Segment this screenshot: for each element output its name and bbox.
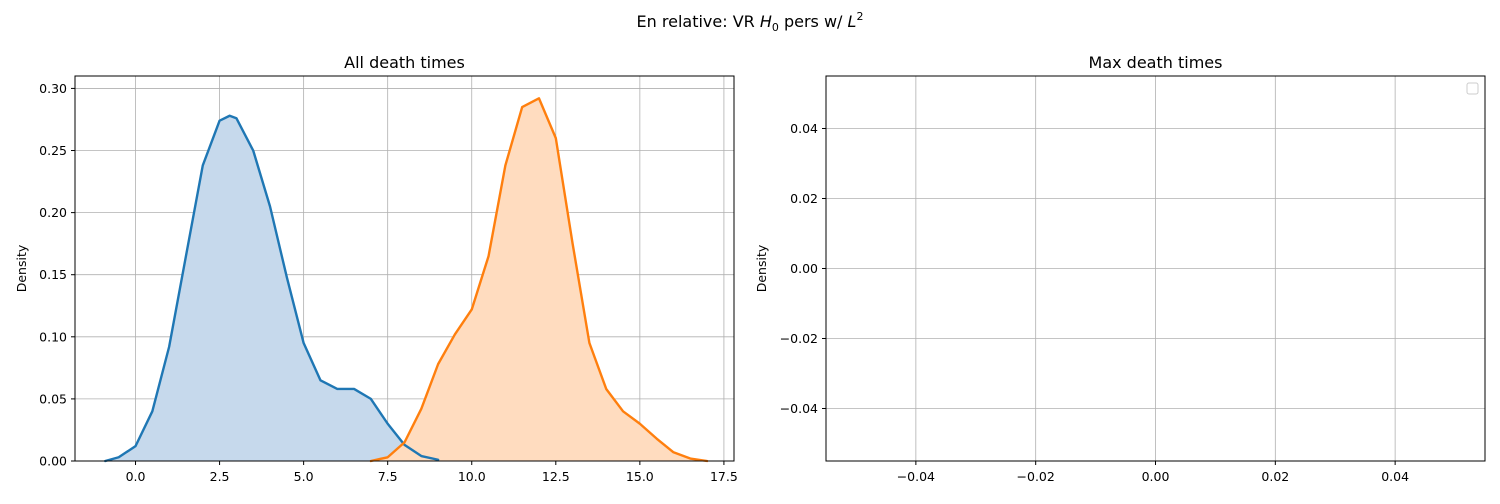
panel0-xtick-label-5-0: 5.0 <box>294 469 314 484</box>
panel0-title: All death times <box>344 53 465 72</box>
panel0-xtick-label-15-0: 15.0 <box>626 469 654 484</box>
panel0-xtick-label-12-5: 12.5 <box>542 469 570 484</box>
panel0-axes-frame <box>74 75 735 462</box>
panel1-xtick-label-0-04: 0.04 <box>1381 469 1409 484</box>
panel1-xtick-label-0-04: −0.04 <box>897 469 935 484</box>
panel0-xtick-label-2-5: 2.5 <box>210 469 230 484</box>
panel0-ytick-label-0-15: 0.15 <box>39 267 67 282</box>
panel0-xtick-label-17-5: 17.5 <box>710 469 738 484</box>
panel0-xtick-label-7-5: 7.5 <box>378 469 398 484</box>
panel0-ytick-label-0-00: 0.00 <box>39 454 67 469</box>
panel0-series-1-fill <box>370 98 708 461</box>
panel0-series-0-line <box>104 114 440 463</box>
panel0-series-0-fill <box>105 115 439 462</box>
panel0-xtick-label-10-0: 10.0 <box>458 469 486 484</box>
panel1-ytick-label-0-00: 0.00 <box>790 261 818 276</box>
panel1-ylabel: Density <box>754 244 769 292</box>
panel1-xtick-label-0-02: −0.02 <box>1017 469 1055 484</box>
panel1-ytick-label-0-02: 0.02 <box>790 191 818 206</box>
panel0-ytick-label-0-30: 0.30 <box>39 81 67 96</box>
panel0-ytick-label-0-20: 0.20 <box>39 205 67 220</box>
panel0-xtick-label-0-0: 0.0 <box>126 469 146 484</box>
panel1-ytick-label-0-04: −0.04 <box>780 401 818 416</box>
panel0-ytick-label-0-25: 0.25 <box>39 143 67 158</box>
panel0-ytick-label-0-10: 0.10 <box>39 329 67 344</box>
panel0-ylabel: Density <box>14 244 29 292</box>
panel1-title: Max death times <box>1089 53 1223 72</box>
chart-max-death-times: −0.04 −0.02 0.00 0.02 0.04 −0.04 −0.02 0.00 0.02… <box>754 53 1486 484</box>
chart-all-death-times: 0.0 2.5 5.0 7.5 10.0 12.5 15.0 17.5 0.00 0.05 0.10… <box>14 53 738 484</box>
figure-suptitle: En relative: VR H0 pers w/ L2 <box>637 10 864 34</box>
panel0-series-1-line <box>369 97 709 463</box>
panel1-legend-box <box>1466 82 1479 95</box>
panel1-ytick-label-0-02: −0.02 <box>780 331 818 346</box>
panel0-ytick-label-0-05: 0.05 <box>39 391 67 406</box>
panel1-xtick-label-0-00: 0.00 <box>1142 469 1170 484</box>
panel1-xtick-label-0-02: 0.02 <box>1261 469 1289 484</box>
panel1-ytick-label-0-04: 0.04 <box>790 121 818 136</box>
